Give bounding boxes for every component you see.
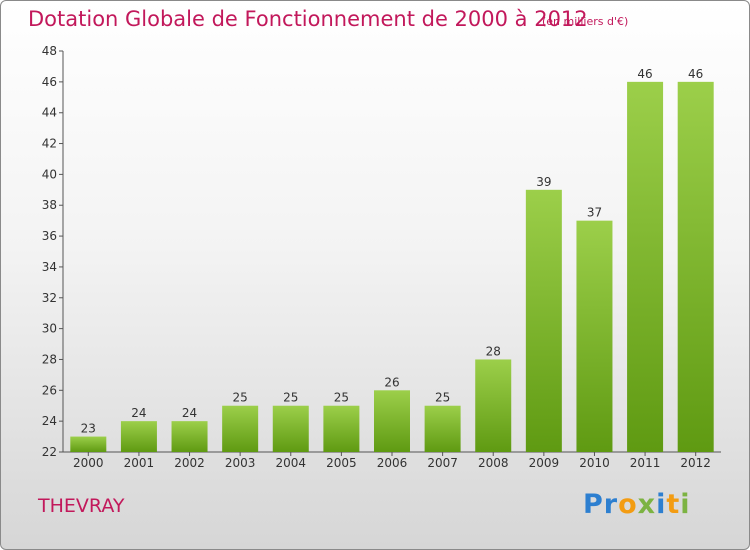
bar bbox=[323, 405, 360, 452]
bar-value-label: 25 bbox=[435, 391, 450, 405]
bar bbox=[222, 405, 259, 452]
bar bbox=[272, 405, 309, 452]
bar bbox=[475, 359, 512, 452]
y-tick-label: 28 bbox=[42, 352, 57, 366]
bar-value-label: 28 bbox=[486, 344, 501, 358]
y-tick-label: 24 bbox=[42, 414, 57, 428]
bar-value-label: 24 bbox=[131, 406, 146, 420]
bar-value-label: 46 bbox=[637, 67, 652, 81]
bar bbox=[627, 81, 664, 452]
commune-name: THEVRAY bbox=[38, 495, 125, 517]
x-tick-label: 2007 bbox=[427, 456, 458, 470]
y-tick-label: 38 bbox=[42, 198, 57, 212]
bar-value-label: 37 bbox=[587, 206, 602, 220]
bar-value-label: 25 bbox=[233, 391, 248, 405]
bar-value-label: 25 bbox=[283, 391, 298, 405]
y-tick-label: 30 bbox=[42, 322, 57, 336]
bar bbox=[525, 189, 562, 453]
y-tick-label: 26 bbox=[42, 383, 57, 397]
y-tick-label: 42 bbox=[42, 137, 57, 151]
proxiti-logo[interactable]: Proxiti bbox=[583, 489, 691, 520]
bar-value-label: 26 bbox=[384, 375, 399, 389]
bar-value-label: 23 bbox=[81, 422, 96, 436]
y-tick-label: 34 bbox=[42, 260, 57, 274]
x-tick-label: 2003 bbox=[225, 456, 256, 470]
x-tick-label: 2004 bbox=[275, 456, 306, 470]
bar-value-label: 46 bbox=[688, 67, 703, 81]
bar bbox=[120, 421, 157, 452]
bar bbox=[171, 421, 208, 452]
bar bbox=[576, 220, 613, 452]
chart-title: Dotation Globale de Fonctionnement de 20… bbox=[28, 7, 588, 31]
x-tick-label: 2011 bbox=[630, 456, 661, 470]
x-tick-label: 2001 bbox=[124, 456, 155, 470]
bar bbox=[424, 405, 461, 452]
bar bbox=[374, 390, 410, 452]
x-tick-label: 2009 bbox=[529, 456, 560, 470]
y-tick-label: 44 bbox=[42, 106, 57, 120]
bar bbox=[70, 436, 107, 452]
x-tick-label: 2006 bbox=[377, 456, 408, 470]
x-tick-label: 2010 bbox=[579, 456, 610, 470]
bar bbox=[677, 81, 714, 452]
y-tick-label: 48 bbox=[42, 44, 57, 58]
y-tick-label: 46 bbox=[42, 75, 57, 89]
x-tick-label: 2000 bbox=[73, 456, 104, 470]
y-tick-label: 40 bbox=[42, 167, 57, 181]
bar-value-label: 25 bbox=[334, 391, 349, 405]
bar-value-label: 24 bbox=[182, 406, 197, 420]
x-tick-label: 2002 bbox=[174, 456, 205, 470]
x-tick-label: 2012 bbox=[680, 456, 711, 470]
x-tick-label: 2005 bbox=[326, 456, 357, 470]
y-tick-label: 22 bbox=[42, 445, 57, 459]
chart-subtitle: (en milliers d'€) bbox=[542, 15, 629, 28]
bar-value-label: 39 bbox=[536, 175, 551, 189]
y-tick-label: 32 bbox=[42, 291, 57, 305]
x-tick-label: 2008 bbox=[478, 456, 509, 470]
y-tick-label: 36 bbox=[42, 229, 57, 243]
